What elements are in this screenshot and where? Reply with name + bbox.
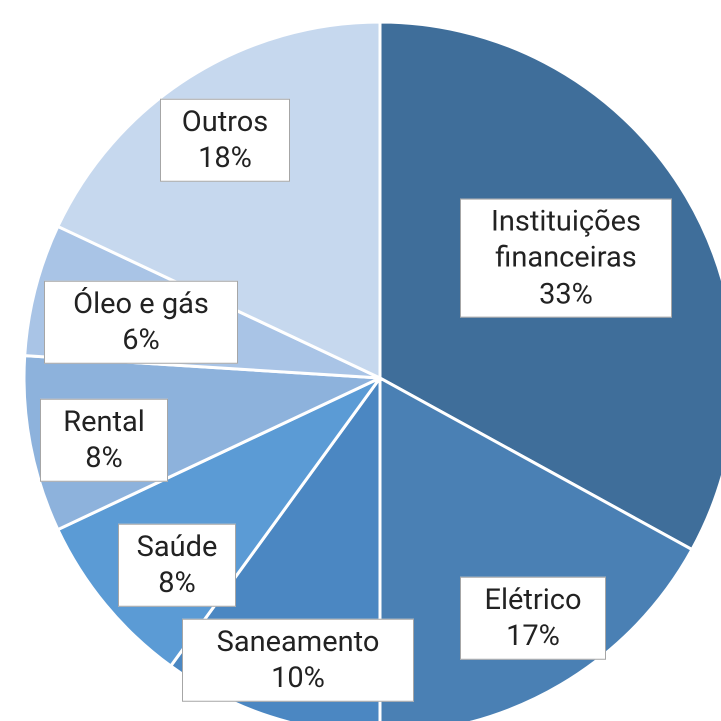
slice-value: 8%: [85, 441, 123, 475]
slice-name: Saúde: [136, 529, 218, 564]
slice-value: 10%: [271, 661, 325, 695]
slice-value: 6%: [122, 323, 160, 357]
data-label: Elétrico 17%: [460, 576, 606, 660]
slice-name: Elétrico: [484, 582, 582, 617]
slice-value: 8%: [158, 566, 196, 600]
data-label: Instituições financeiras 33%: [460, 198, 672, 318]
slice-value: 18%: [198, 141, 252, 175]
pie-slice: [55, 20, 382, 381]
slice-value: 33%: [539, 277, 593, 312]
slice-name: Rental: [63, 404, 145, 439]
data-label: Saúde 8%: [118, 523, 236, 607]
slice-name: Outros: [181, 104, 269, 139]
data-label: Óleo e gás 6%: [44, 280, 238, 364]
slice-name: Instituições financeiras: [491, 204, 641, 275]
data-label: Rental 8%: [40, 398, 168, 482]
slice-value: 17%: [506, 619, 560, 653]
pie-slice: [378, 375, 695, 721]
data-label: Saneamento 10%: [182, 618, 414, 702]
slice-name: Óleo e gás: [73, 286, 209, 321]
data-label: Outros 18%: [160, 98, 290, 182]
slice-name: Saneamento: [216, 624, 380, 659]
